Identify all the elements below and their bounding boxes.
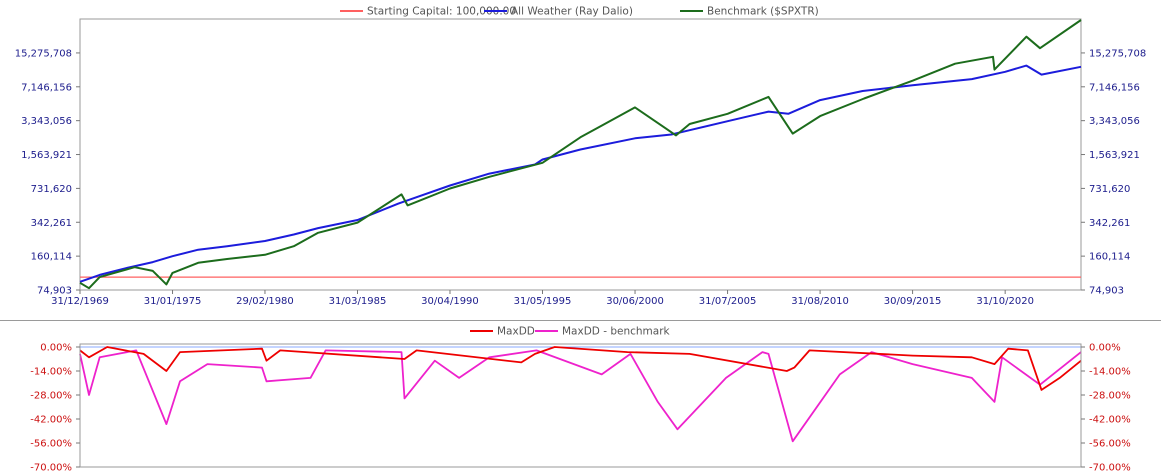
main-y-tick-label-right-4: 731,620 [1089, 184, 1130, 195]
dd-y-tick-label-right-0: 0.00% [1089, 343, 1121, 354]
drawdown-chart: MaxDD MaxDD - benchmark 0.00% 0.00% -14.00%… [30, 326, 1131, 471]
main-x-tick-label-7: 31/07/2005 [699, 296, 757, 307]
main-y-tick-label-right-5: 342,261 [1089, 218, 1130, 229]
legend-label-dd-1: MaxDD - benchmark [562, 326, 671, 338]
dd-y-tick-label-left-0: 0.00% [40, 343, 72, 354]
drawdown-y-axis-ticks: 0.00% 0.00% -14.00% -14.00% -28.00% -28.00% -4… [30, 343, 1131, 471]
dd-y-tick-label-right-4: -56.00% [1089, 439, 1131, 450]
dd-y-tick-label-right-2: -28.00% [1089, 391, 1131, 402]
legend-label-main-0: Starting Capital: 100,000.00 [367, 6, 516, 18]
dd-y-tick-label-right-5: -70.00% [1089, 463, 1131, 471]
main-x-axis-ticks: 31/12/1969 31/01/1975 29/02/1980 31/03/1985… [51, 290, 1034, 307]
legend-label-main-2: Benchmark ($SPXTR) [707, 6, 819, 18]
main-y-tick-label-right-3: 1,563,921 [1089, 150, 1140, 161]
dd-y-tick-label-left-3: -42.00% [30, 415, 72, 426]
main-series-line-2 [79, 19, 1082, 290]
main-x-tick-label-5: 31/05/1995 [514, 296, 572, 307]
main-y-tick-label-right-1: 7,146,156 [1089, 82, 1140, 93]
drawdown-legend: MaxDD MaxDD - benchmark [470, 326, 671, 338]
main-x-tick-label-6: 30/06/2000 [606, 296, 664, 307]
legend-label-main-1: All Weather (Ray Dalio) [511, 6, 633, 18]
drawdown-series-line-1 [79, 349, 1082, 443]
main-y-tick-label-left-2: 3,343,056 [21, 116, 72, 127]
main-x-tick-label-2: 29/02/1980 [236, 296, 294, 307]
dd-y-tick-label-left-1: -14.00% [30, 367, 72, 378]
main-x-tick-label-4: 30/04/1990 [421, 296, 479, 307]
dd-y-tick-label-right-3: -42.00% [1089, 415, 1131, 426]
main-y-tick-label-left-7: 74,903 [37, 286, 72, 297]
drawdown-series-line-0 [79, 346, 1082, 391]
main-x-tick-label-3: 31/03/1985 [329, 296, 387, 307]
main-y-tick-label-left-6: 160,114 [31, 252, 72, 263]
drawdown-plot-frame [79, 343, 1082, 468]
legend-label-dd-0: MaxDD [497, 326, 535, 338]
main-plot-frame [79, 18, 1082, 291]
drawdown-series-lines [79, 346, 1082, 443]
main-y-tick-label-left-4: 731,620 [31, 184, 72, 195]
main-y-tick-label-left-3: 1,563,921 [21, 150, 72, 161]
dd-y-tick-label-left-2: -28.00% [30, 391, 72, 402]
main-x-tick-label-0: 31/12/1969 [51, 296, 109, 307]
dd-y-tick-label-left-5: -70.00% [30, 463, 72, 471]
main-y-tick-label-right-0: 15,275,708 [1089, 48, 1146, 59]
main-x-tick-label-10: 31/10/2020 [976, 296, 1034, 307]
main-x-tick-label-8: 31/08/2010 [791, 296, 849, 307]
main-y-tick-label-right-2: 3,343,056 [1089, 116, 1140, 127]
main-y-tick-label-left-1: 7,146,156 [21, 82, 72, 93]
main-x-tick-label-9: 30/09/2015 [884, 296, 942, 307]
main-y-tick-label-right-7: 74,903 [1089, 286, 1124, 297]
main-y-tick-label-left-0: 15,275,708 [15, 48, 72, 59]
main-series-line-1 [79, 64, 1082, 283]
dd-y-tick-label-left-4: -56.00% [30, 439, 72, 450]
main-y-tick-label-left-5: 342,261 [31, 218, 72, 229]
main-series-lines [79, 19, 1082, 290]
main-y-tick-label-right-6: 160,114 [1089, 252, 1130, 263]
dd-y-tick-label-right-1: -14.00% [1089, 367, 1131, 378]
main-y-axis-ticks: 15,275,708 15,275,708 7,146,156 7,146,156 3,… [15, 48, 1147, 296]
main-x-tick-label-1: 31/01/1975 [144, 296, 202, 307]
